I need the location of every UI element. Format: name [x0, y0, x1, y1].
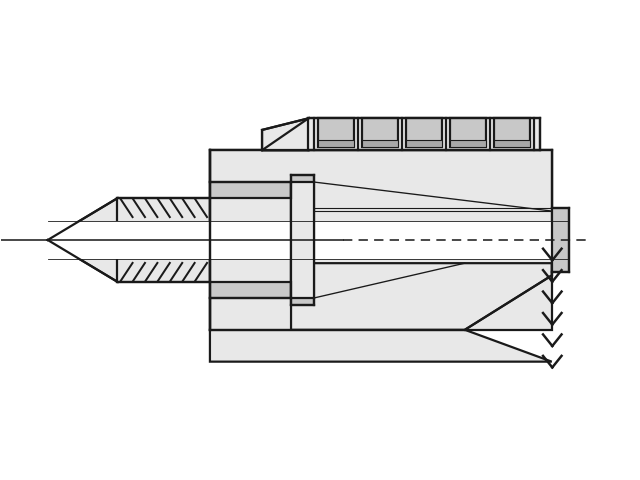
- Polygon shape: [291, 182, 314, 298]
- Polygon shape: [318, 119, 354, 147]
- Polygon shape: [362, 119, 398, 147]
- Polygon shape: [262, 119, 308, 150]
- Polygon shape: [117, 198, 210, 282]
- Polygon shape: [210, 330, 552, 361]
- Polygon shape: [494, 119, 531, 147]
- Polygon shape: [406, 140, 442, 147]
- Polygon shape: [362, 140, 398, 147]
- Polygon shape: [210, 150, 552, 215]
- Polygon shape: [451, 119, 486, 147]
- Polygon shape: [291, 175, 314, 305]
- Polygon shape: [210, 198, 291, 282]
- Polygon shape: [48, 221, 569, 259]
- Polygon shape: [210, 150, 552, 330]
- Polygon shape: [314, 208, 552, 211]
- Polygon shape: [262, 119, 308, 150]
- Polygon shape: [494, 140, 531, 147]
- Polygon shape: [48, 198, 117, 282]
- Polygon shape: [210, 182, 291, 298]
- Polygon shape: [451, 140, 486, 147]
- Polygon shape: [318, 140, 354, 147]
- Polygon shape: [552, 208, 569, 272]
- Polygon shape: [308, 119, 540, 150]
- Polygon shape: [291, 263, 552, 330]
- Polygon shape: [406, 119, 442, 147]
